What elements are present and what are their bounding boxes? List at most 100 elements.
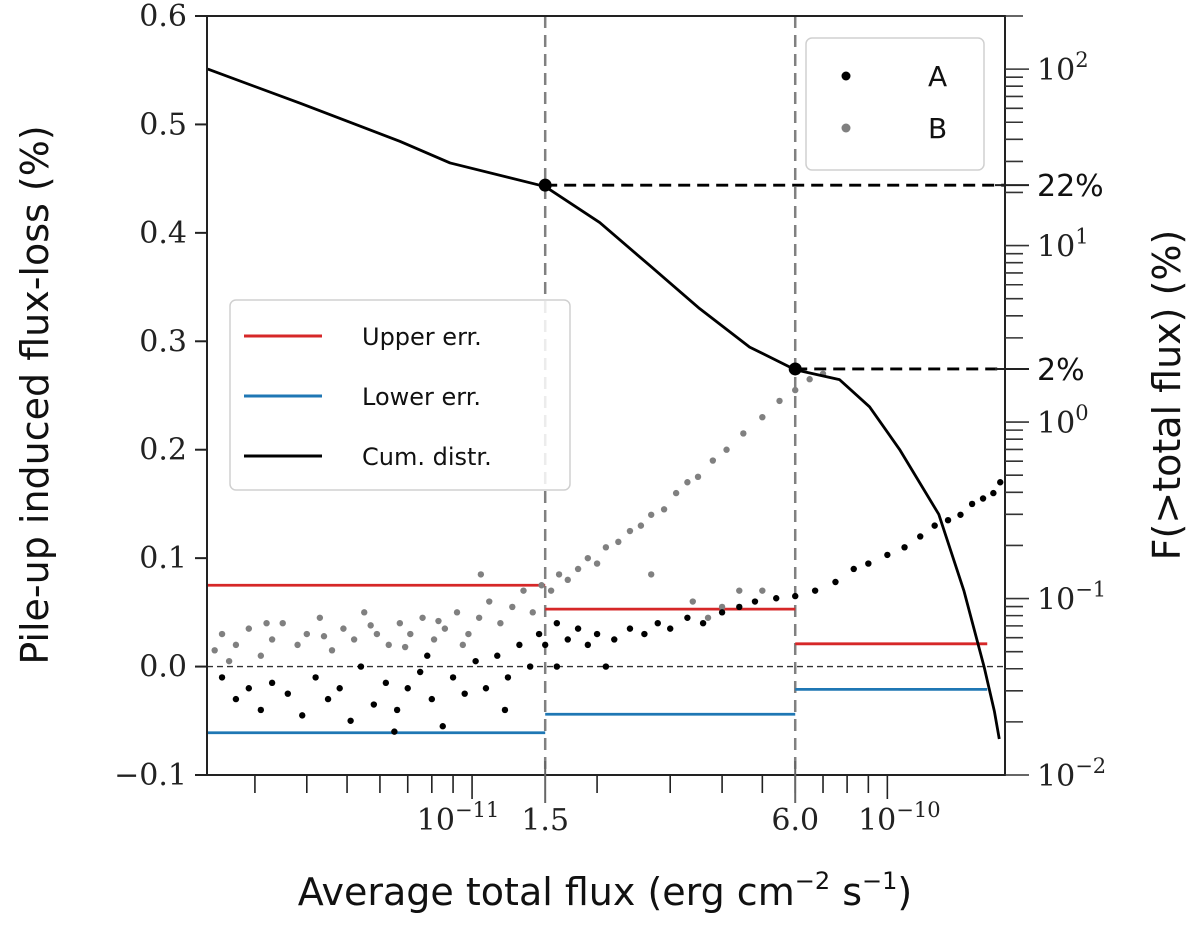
point-b (320, 633, 328, 640)
point-a (553, 663, 561, 670)
point-a (832, 578, 839, 586)
x-axis-label: Average total flux (erg cm−2 s−1) (298, 867, 912, 914)
point-b (218, 630, 226, 638)
point-b (684, 479, 691, 486)
point-a (850, 565, 857, 573)
cum-marker-0 (538, 178, 552, 192)
y-right-tick-label: 10−1 (1037, 578, 1106, 618)
point-b (486, 598, 493, 605)
y-axis-right-label: F(>total flux) (%) (1145, 230, 1189, 561)
point-b (350, 636, 358, 643)
legend-points: A B (805, 37, 985, 171)
y-tick-label: 0.2 (139, 433, 187, 468)
point-a (751, 598, 759, 605)
y-right-tick-label: 100 (1037, 401, 1089, 441)
point-a (257, 706, 265, 714)
point-b (602, 544, 610, 551)
point-a (584, 641, 592, 649)
point-a (424, 652, 431, 659)
legend-marker-a (841, 71, 851, 81)
point-a (718, 609, 726, 616)
point-b (407, 630, 414, 638)
y-right-tick-label: 101 (1037, 225, 1089, 265)
point-a (884, 551, 891, 559)
point-a (504, 674, 512, 681)
point-b (529, 609, 536, 616)
point-b (441, 625, 449, 632)
point-b (435, 617, 442, 625)
y-tick-label: 0.1 (139, 541, 187, 576)
point-b (547, 587, 555, 594)
y-right-tick-exp: −2 (1075, 754, 1106, 778)
point-b (316, 614, 324, 621)
point-a (997, 479, 1004, 486)
point-a (312, 674, 319, 681)
y-right-tick-exp: 1 (1075, 225, 1088, 249)
legend-label-cum: Cum. distr. (362, 443, 492, 471)
point-a (944, 516, 952, 524)
point-b (263, 620, 270, 627)
point-b (660, 506, 668, 513)
point-a (347, 717, 354, 724)
point-b (465, 630, 472, 638)
point-b (689, 598, 696, 605)
point-b (637, 522, 645, 529)
point-a (218, 674, 226, 681)
point-b (555, 571, 563, 578)
x-axis-label-exp1: −2 (795, 867, 830, 895)
y-right-tick-label: 102 (1037, 48, 1089, 88)
legend-points-frame (805, 37, 985, 171)
y-right-tick-base: 10 (1037, 406, 1075, 441)
point-b (593, 560, 601, 567)
point-a (324, 695, 332, 703)
point-a (865, 560, 872, 567)
point-b (672, 489, 680, 497)
point-b (303, 630, 311, 638)
x-tick-exp: −11 (455, 798, 499, 822)
point-a (472, 657, 479, 665)
point-a (393, 706, 401, 714)
point-b (477, 571, 485, 578)
point-b (340, 625, 347, 632)
point-b (401, 643, 409, 651)
point-a (667, 625, 674, 632)
y-tick-label: 0.5 (139, 107, 187, 142)
point-b (694, 473, 702, 481)
x-axis-label-exp2: −1 (862, 867, 897, 895)
point-a (968, 500, 976, 508)
point-b (538, 582, 545, 589)
y-right-tick-exp: −1 (1075, 578, 1106, 602)
point-b (257, 652, 265, 659)
point-b (776, 397, 783, 405)
x-tick-exp: −10 (896, 798, 940, 822)
point-b (723, 446, 730, 453)
x-axis-label-end: ) (897, 870, 912, 914)
legend-label-b: B (928, 112, 947, 145)
point-a (626, 625, 634, 632)
point-a (336, 685, 343, 692)
point-a (357, 663, 365, 670)
point-b (459, 641, 467, 649)
x-axis-label-mid: s (830, 870, 862, 914)
y-tick-label: 0.0 (139, 650, 187, 685)
point-a (245, 685, 253, 692)
y-right-tick-label: 10−2 (1037, 754, 1106, 794)
point-b (792, 386, 799, 394)
point-a (299, 712, 306, 719)
point-a (917, 533, 924, 540)
point-b (648, 571, 655, 578)
point-b (648, 511, 655, 518)
error-lines (207, 583, 988, 735)
y-right-tick-base: 10 (1037, 53, 1075, 88)
cum-distr-line (207, 67, 1001, 740)
point-b (225, 657, 233, 665)
point-b (740, 430, 747, 437)
point-a (404, 685, 411, 692)
point-b (396, 620, 404, 627)
point-b (584, 554, 592, 562)
y-tick-label: 0.3 (139, 324, 187, 359)
y-tick-label: −0.1 (114, 758, 187, 793)
point-b (704, 614, 712, 621)
point-a (699, 620, 707, 627)
